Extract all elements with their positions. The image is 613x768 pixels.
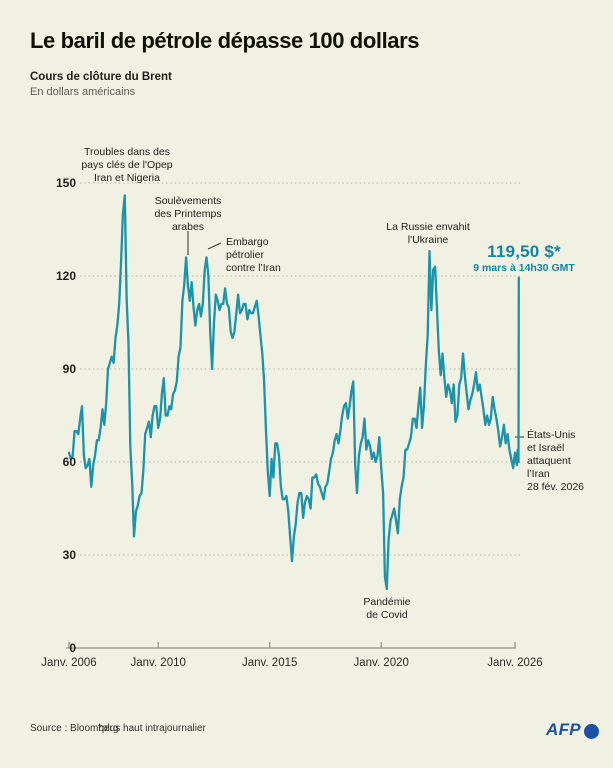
page-title: Le baril de pétrole dépasse 100 dollars (30, 28, 420, 53)
annotation-line: 28 fév. 2026 (527, 481, 585, 493)
annotation-line: l’Iran (527, 468, 550, 480)
annotation-line: l'Ukraine (407, 234, 449, 246)
annotation-pandemie-covid: Pandémie de Covid (363, 596, 410, 622)
brent-price-line (67, 194, 520, 591)
chart-subtitle: Cours de clôture du Brent (30, 71, 172, 83)
y-tick-label-90: 90 (62, 362, 76, 376)
y-tick-label-0: 0 (69, 641, 76, 655)
y-tick-label-60: 60 (62, 455, 76, 469)
annotation-line: des Printemps (154, 208, 222, 220)
annotation-russie-ukraine: La Russie envahit l'Ukraine (386, 221, 469, 247)
annotation-line: de Covid (366, 609, 408, 621)
annotation-line: Pandémie (363, 596, 411, 608)
afp-logo-circle-icon (583, 723, 599, 739)
annotation-printemps-arabes: Soulèvements des Printemps arabes (154, 195, 221, 234)
annotation-line: La Russie envahit (386, 221, 470, 233)
annotation-etats-unis-israel-iran: États-Unis et Israël attaquent l’Iran 28 fév… (527, 429, 584, 494)
annotation-line: Iran et Nigeria (94, 172, 160, 184)
annotation-line: et Israël (527, 442, 565, 454)
annotation-line: Embargo (226, 236, 269, 248)
annotation-pointer-line (207, 242, 222, 250)
annotation-line: pétrolier (226, 249, 264, 261)
x-tick-label: Janv. 2015 (241, 657, 298, 669)
source-credit: Source : Bloomberg (30, 723, 119, 734)
y-tick-label-150: 150 (55, 176, 76, 190)
x-tick-label: Janv. 2026 (487, 657, 543, 669)
footnote-intraday: *plus haut intrajournalier (98, 723, 206, 734)
latest-price-timestamp: 9 mars à 14h30 GMT (473, 262, 575, 274)
x-tick-label: Janv. 2010 (130, 657, 186, 669)
annotation-line: pays clés de l'Opep (81, 159, 173, 171)
afp-logo: AFP (546, 720, 599, 740)
latest-price-value: 119,50 $* (487, 242, 561, 261)
annotation-line: États-Unis (527, 429, 576, 441)
annotation-troubles-opep: Troubles dans des pays clés de l'Opep Iran… (81, 146, 172, 185)
x-tick-label: Janv. 2006 (41, 657, 97, 669)
annotation-line: contre l’Iran (226, 262, 281, 274)
chart-unit-label: En dollars américains (30, 86, 136, 98)
annotation-line: attaquent (527, 455, 571, 467)
x-tick-label: Janv. 2020 (353, 657, 409, 669)
annotation-line: Troubles dans des (84, 146, 170, 158)
y-tick-label-120: 120 (55, 269, 76, 283)
annotation-line: Soulèvements (154, 195, 222, 207)
afp-logo-text: AFP (546, 720, 581, 739)
annotation-line: arabes (171, 221, 205, 233)
y-tick-label-30: 30 (62, 548, 76, 562)
annotation-embargo-iran: Embargo pétrolier contre l’Iran (226, 236, 281, 275)
